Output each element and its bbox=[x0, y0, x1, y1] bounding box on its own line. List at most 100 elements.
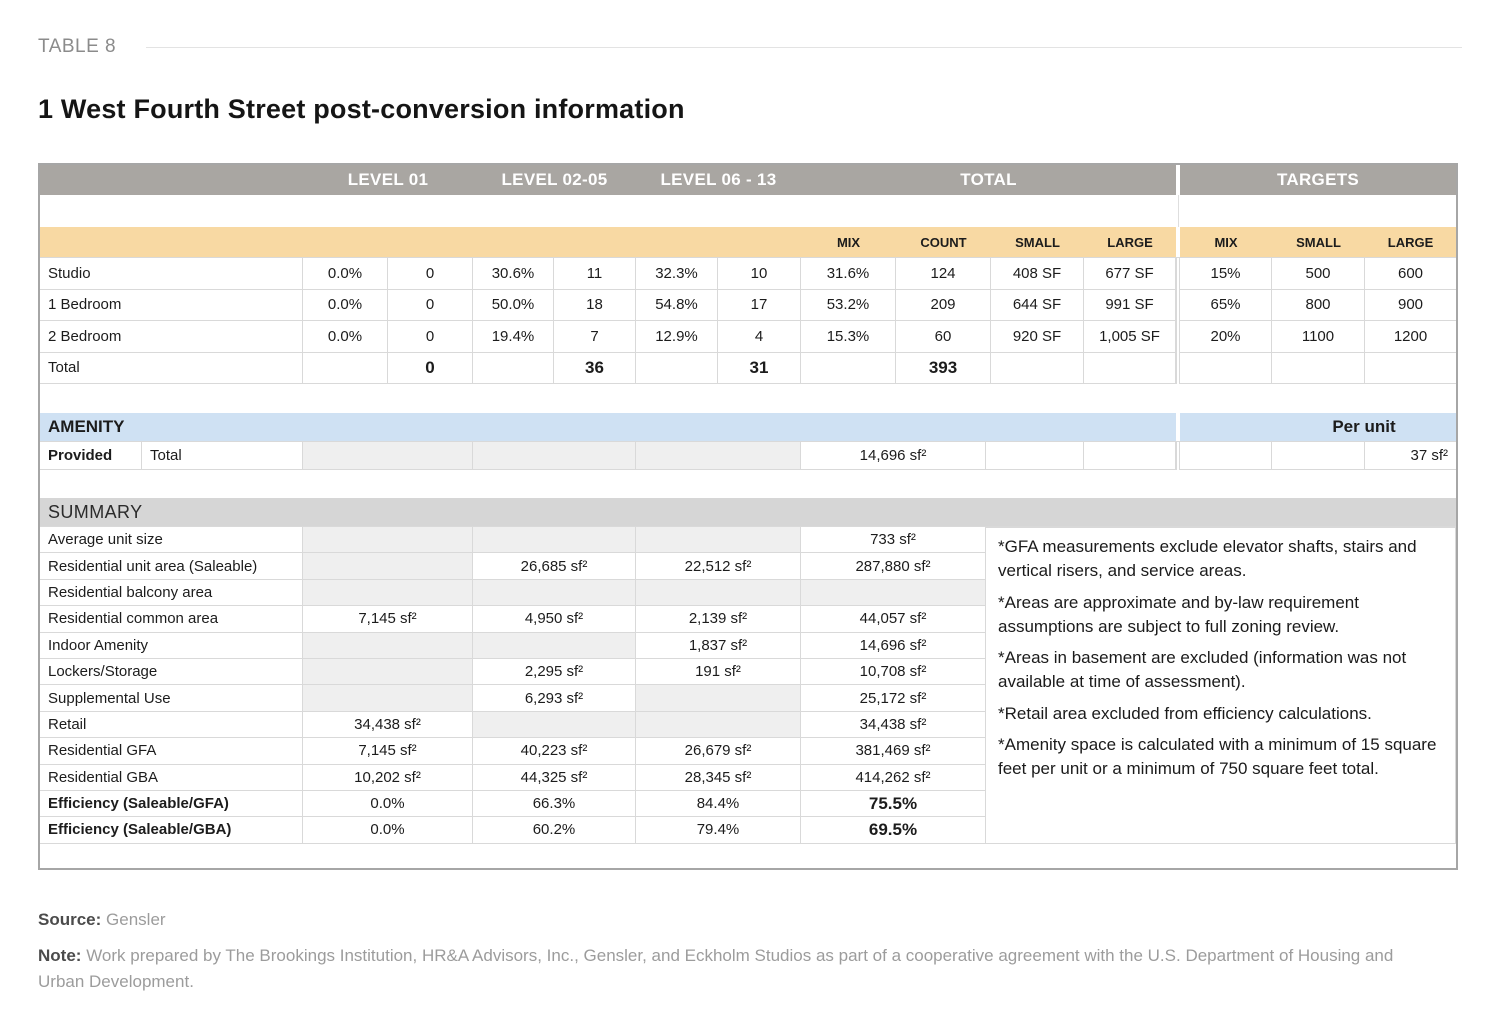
summary-row: Residential GBA 10,202 sf² 44,325 sf² 28… bbox=[40, 764, 1456, 791]
cell bbox=[303, 658, 473, 686]
cell bbox=[636, 685, 801, 712]
cell: 44,057 sf² bbox=[801, 606, 986, 633]
summary-label: Residential common area bbox=[40, 606, 303, 633]
summary-row: Supplemental Use 6,293 sf² 25,172 sf² bbox=[40, 685, 1456, 712]
cell: 20% bbox=[1180, 321, 1272, 353]
cell: 12.9% bbox=[636, 321, 718, 353]
summary-label: Efficiency (Saleable/GBA) bbox=[40, 817, 303, 844]
cell: 500 bbox=[1272, 258, 1365, 290]
cell: 2,139 sf² bbox=[636, 606, 801, 633]
cell bbox=[1272, 442, 1365, 470]
cell: 19.4% bbox=[473, 321, 554, 353]
row-label: 1 Bedroom bbox=[40, 289, 303, 321]
cell: 7 bbox=[554, 321, 636, 353]
cell bbox=[636, 442, 801, 470]
cell: 209 bbox=[896, 289, 991, 321]
header-spacer bbox=[40, 165, 303, 195]
cell bbox=[636, 579, 801, 607]
cell: 0.0% bbox=[303, 817, 473, 844]
source-value: Gensler bbox=[106, 909, 166, 929]
cell: 644 SF bbox=[991, 289, 1084, 321]
cell: 1,837 sf² bbox=[636, 632, 801, 659]
subheader-total-small: SMALL bbox=[1015, 234, 1060, 250]
cell: 991 SF bbox=[1084, 289, 1176, 321]
spacer-row bbox=[40, 384, 1456, 413]
cell: 0.0% bbox=[303, 258, 388, 290]
content: TABLE 8 1 West Fourth Street post-conver… bbox=[38, 36, 1462, 991]
footnote: *Areas in basement are excluded (informa… bbox=[998, 648, 1407, 692]
cell: 0.0% bbox=[303, 321, 388, 353]
summary-row-efficiency-gfa: Efficiency (Saleable/GFA) 0.0% 66.3% 84.… bbox=[40, 790, 1456, 818]
cell bbox=[303, 685, 473, 712]
cell: 1,005 SF bbox=[1084, 321, 1176, 353]
cell: 15% bbox=[1180, 258, 1272, 290]
cell: 25,172 sf² bbox=[801, 685, 986, 712]
cell: 408 SF bbox=[991, 258, 1084, 290]
cell: 10,202 sf² bbox=[303, 764, 473, 791]
level-header-row: LEVEL 01 LEVEL 02-05 LEVEL 06 - 13 TOTAL… bbox=[40, 165, 1456, 195]
row-label: 2 Bedroom bbox=[40, 321, 303, 353]
summary-row: Retail 34,438 sf² 34,438 sf² bbox=[40, 711, 1456, 739]
cell bbox=[1272, 352, 1365, 384]
cell bbox=[473, 632, 636, 659]
footnotes-panel: *GFA measurements exclude elevator shaft… bbox=[986, 527, 1456, 844]
cell: 15.3% bbox=[801, 321, 896, 353]
cell: 6,293 sf² bbox=[473, 685, 636, 712]
cell: 677 SF bbox=[1084, 258, 1176, 290]
cell bbox=[801, 579, 986, 607]
note-label: Note: bbox=[38, 945, 82, 965]
per-unit-label: Per unit bbox=[1332, 417, 1396, 436]
summary-row-efficiency-gba: Efficiency (Saleable/GBA) 0.0% 60.2% 79.… bbox=[40, 817, 1456, 844]
cell: 10 bbox=[718, 258, 801, 290]
subheader-targets-large: LARGE bbox=[1387, 234, 1434, 250]
cell bbox=[986, 442, 1084, 470]
cell: 381,469 sf² bbox=[801, 738, 986, 765]
subheader-row: MIX COUNT SMALL LARGE MIX SMALL LARGE bbox=[40, 227, 1456, 258]
table-kicker: TABLE 8 bbox=[38, 36, 117, 57]
cell: 0.0% bbox=[303, 289, 388, 321]
amenity-per-unit-value: 37 sf² bbox=[1365, 442, 1456, 470]
unit-row-1-bedroom: 1 Bedroom 0.0% 0 50.0% 18 54.8% 17 53.2%… bbox=[40, 289, 1456, 321]
cell: 22,512 sf² bbox=[636, 553, 801, 580]
amenity-total-value: 14,696 sf² bbox=[801, 442, 986, 470]
source-line: Source: Gensler bbox=[38, 910, 1462, 930]
cell: 600 bbox=[1365, 258, 1456, 290]
cell bbox=[303, 352, 388, 384]
cell: 10,708 sf² bbox=[801, 658, 986, 686]
unit-row-studio: Studio 0.0% 0 30.6% 11 32.3% 10 31.6% 12… bbox=[40, 258, 1456, 290]
section-divider bbox=[1176, 165, 1180, 195]
cell: 66.3% bbox=[473, 790, 636, 818]
summary-label: Efficiency (Saleable/GFA) bbox=[40, 790, 303, 818]
cell bbox=[473, 579, 636, 607]
source-label: Source: bbox=[38, 909, 102, 929]
summary-section-label: SUMMARY bbox=[48, 501, 143, 522]
header-level-02-05: LEVEL 02-05 bbox=[501, 170, 608, 189]
amenity-provided-row: Provided Total 14,696 sf² 37 sf² bbox=[40, 442, 1456, 470]
provided-sublabel: Total bbox=[142, 442, 303, 470]
cell bbox=[473, 442, 636, 470]
amenity-header-row: AMENITY Per unit bbox=[40, 413, 1456, 442]
cell bbox=[636, 711, 801, 739]
cell: 4,950 sf² bbox=[473, 606, 636, 633]
summary-row: Residential common area 7,145 sf² 4,950 … bbox=[40, 606, 1456, 633]
spacer-row bbox=[40, 470, 1456, 498]
section-divider bbox=[1176, 442, 1180, 470]
targets-divider-line bbox=[1178, 195, 1179, 227]
section-divider bbox=[1176, 321, 1180, 353]
cell: 26,685 sf² bbox=[473, 553, 636, 580]
cell: 17 bbox=[718, 289, 801, 321]
cell: 414,262 sf² bbox=[801, 764, 986, 791]
cell: 40,223 sf² bbox=[473, 738, 636, 765]
cell: 18 bbox=[554, 289, 636, 321]
footnote: *GFA measurements exclude elevator shaft… bbox=[998, 537, 1417, 581]
cell bbox=[636, 527, 801, 554]
section-divider bbox=[1176, 352, 1180, 384]
page-title: 1 West Fourth Street post-conversion inf… bbox=[38, 94, 685, 124]
section-divider bbox=[1176, 413, 1180, 441]
summary-row: Residential GFA 7,145 sf² 40,223 sf² 26,… bbox=[40, 738, 1456, 765]
cell bbox=[636, 352, 718, 384]
unit-row-2-bedroom: 2 Bedroom 0.0% 0 19.4% 7 12.9% 4 15.3% 6… bbox=[40, 321, 1456, 353]
cell: 7,145 sf² bbox=[303, 738, 473, 765]
cell: 50.0% bbox=[473, 289, 554, 321]
cell: 34,438 sf² bbox=[303, 711, 473, 739]
